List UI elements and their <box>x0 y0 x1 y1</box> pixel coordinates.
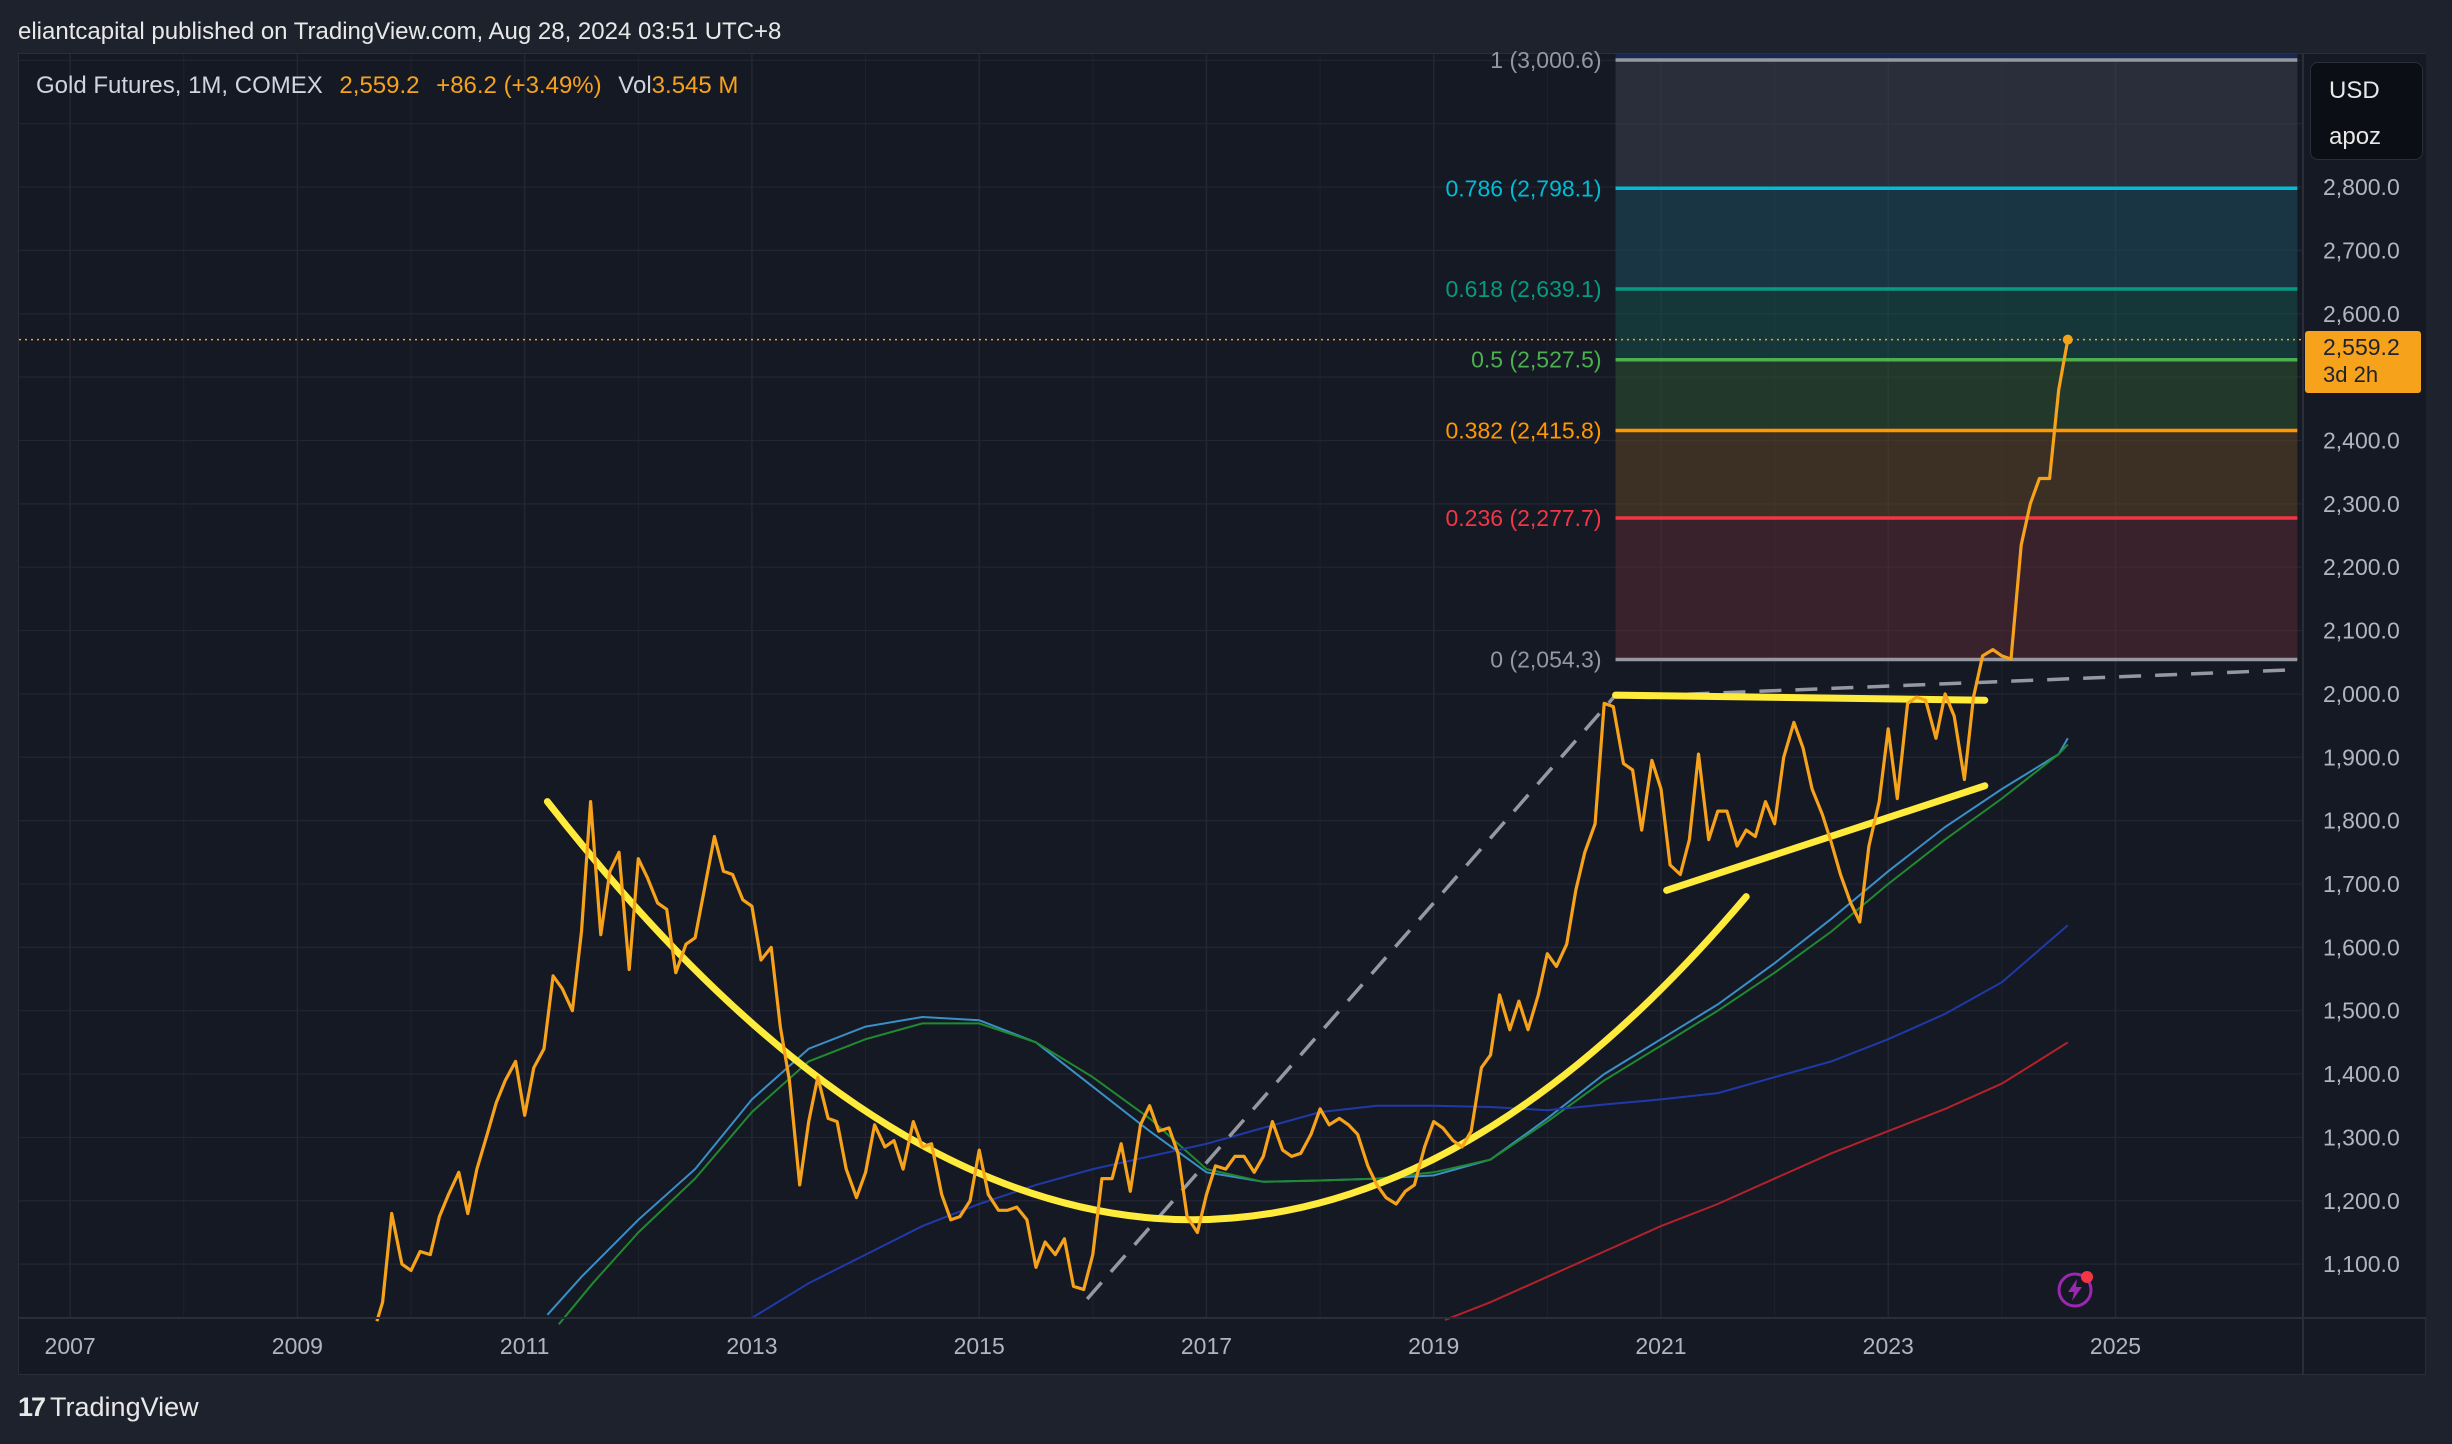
x-tick-label: 2007 <box>45 1333 96 1359</box>
fib-band <box>1615 59 2298 189</box>
x-tick-label: 2009 <box>272 1333 323 1359</box>
y-tick-label: 1,200.0 <box>2323 1188 2400 1214</box>
last-price-tag: 2,559.2 3d 2h <box>2305 331 2421 393</box>
fib-level-label: 0.5 (2,527.5) <box>1471 347 1601 373</box>
y-tick-label: 2,400.0 <box>2323 427 2400 453</box>
x-tick-label: 2025 <box>2090 1333 2141 1359</box>
y-tick-label: 1,300.0 <box>2323 1124 2400 1150</box>
tradingview-logo-icon: 17 <box>18 1392 46 1422</box>
brand-name: TradingView <box>50 1392 199 1422</box>
legend-last: 2,559.2 <box>339 72 420 99</box>
fib-band <box>1615 288 2298 360</box>
grid-lines <box>19 54 2303 1318</box>
dashed-trend-line <box>1615 668 2292 699</box>
publisher-line: eliantcapital published on TradingView.c… <box>18 18 782 45</box>
fib-band <box>1615 188 2298 289</box>
y-tick-label: 1,900.0 <box>2323 744 2400 770</box>
support-line <box>1663 782 1989 894</box>
x-tick-label: 2013 <box>726 1333 777 1359</box>
ma-line <box>546 737 2069 1316</box>
currency-unit-label[interactable]: apoz <box>2329 123 2382 150</box>
fib-band <box>1615 359 2298 431</box>
price-series <box>375 334 2073 1322</box>
legend-symbol: Gold Futures, 1M, COMEX <box>36 72 323 99</box>
price-line <box>375 339 2070 1322</box>
ma-line <box>751 924 2069 1319</box>
footer-brand[interactable]: 17 TradingView <box>18 1392 199 1423</box>
fib-band-top <box>1615 54 2298 60</box>
currency-box[interactable]: USD apoz <box>2310 62 2423 160</box>
y-axis-panel <box>2303 54 2426 1318</box>
y-tick-label: 1,700.0 <box>2323 871 2400 897</box>
y-tick-label: 2,000.0 <box>2323 681 2400 707</box>
x-tick-label: 2019 <box>1408 1333 1459 1359</box>
dashed-diagonal-line <box>1085 694 1617 1301</box>
y-tick-label: 1,500.0 <box>2323 998 2400 1024</box>
y-tick-label: 1,100.0 <box>2323 1251 2400 1277</box>
x-tick-label: 2023 <box>1863 1333 1914 1359</box>
cup-curve <box>543 798 1750 1224</box>
legend-vol-label: Vol <box>618 72 652 99</box>
bar-countdown: 3d 2h <box>2323 362 2379 387</box>
fib-level-label: 0.382 (2,415.8) <box>1446 417 1602 443</box>
x-tick-label: 2015 <box>954 1333 1005 1359</box>
legend-vol-value: 3.545 M <box>651 72 739 99</box>
x-tick-label: 2021 <box>1635 1333 1686 1359</box>
fib-level-label: 0 (2,054.3) <box>1490 647 1601 673</box>
y-tick-label: 2,600.0 <box>2323 301 2400 327</box>
fib-level-label: 0.786 (2,798.1) <box>1446 175 1602 201</box>
y-tick-label: 1,800.0 <box>2323 808 2400 834</box>
currency-label[interactable]: USD <box>2329 77 2380 104</box>
y-tick-label: 2,200.0 <box>2323 554 2400 580</box>
x-tick-label: 2017 <box>1181 1333 1232 1359</box>
fib-level-label: 1 (3,000.6) <box>1490 47 1601 73</box>
y-tick-label: 1,400.0 <box>2323 1061 2400 1087</box>
fib-level-label: 0.236 (2,277.7) <box>1446 505 1602 531</box>
fib-band <box>1615 517 2298 660</box>
axes: 1,100.0 1,200.0 1,300.0 1,400.0 1,500.0 1,600… <box>19 54 2426 1375</box>
last-price-value: 2,559.2 <box>2323 334 2400 360</box>
fibonacci-retracement: 1 (3,000.6) 0.786 (2,798.1) 0.618 (2,639.1… <box>19 47 2303 673</box>
fib-level-label: 0.618 (2,639.1) <box>1446 276 1602 302</box>
lightning-icon[interactable] <box>2055 1270 2095 1310</box>
legend-change: +86.2 (+3.49%) <box>436 72 602 99</box>
y-tick-label: 2,800.0 <box>2323 174 2400 200</box>
moving-averages <box>546 737 2069 1325</box>
fib-band <box>1615 430 2298 518</box>
y-tick-label: 2,300.0 <box>2323 491 2400 517</box>
x-tick-label: 2011 <box>500 1333 549 1359</box>
y-tick-label: 2,700.0 <box>2323 237 2400 263</box>
resistance-line <box>1612 691 1989 704</box>
last-price-dot <box>2062 334 2073 345</box>
legend: Gold Futures, 1M, COMEX 2,559.2 +86.2 (+… <box>36 72 748 100</box>
drawing-annotations <box>543 668 2292 1301</box>
ma-line <box>1444 1041 2069 1321</box>
y-tick-label: 1,600.0 <box>2323 934 2400 960</box>
y-tick-label: 2,100.0 <box>2323 618 2400 644</box>
